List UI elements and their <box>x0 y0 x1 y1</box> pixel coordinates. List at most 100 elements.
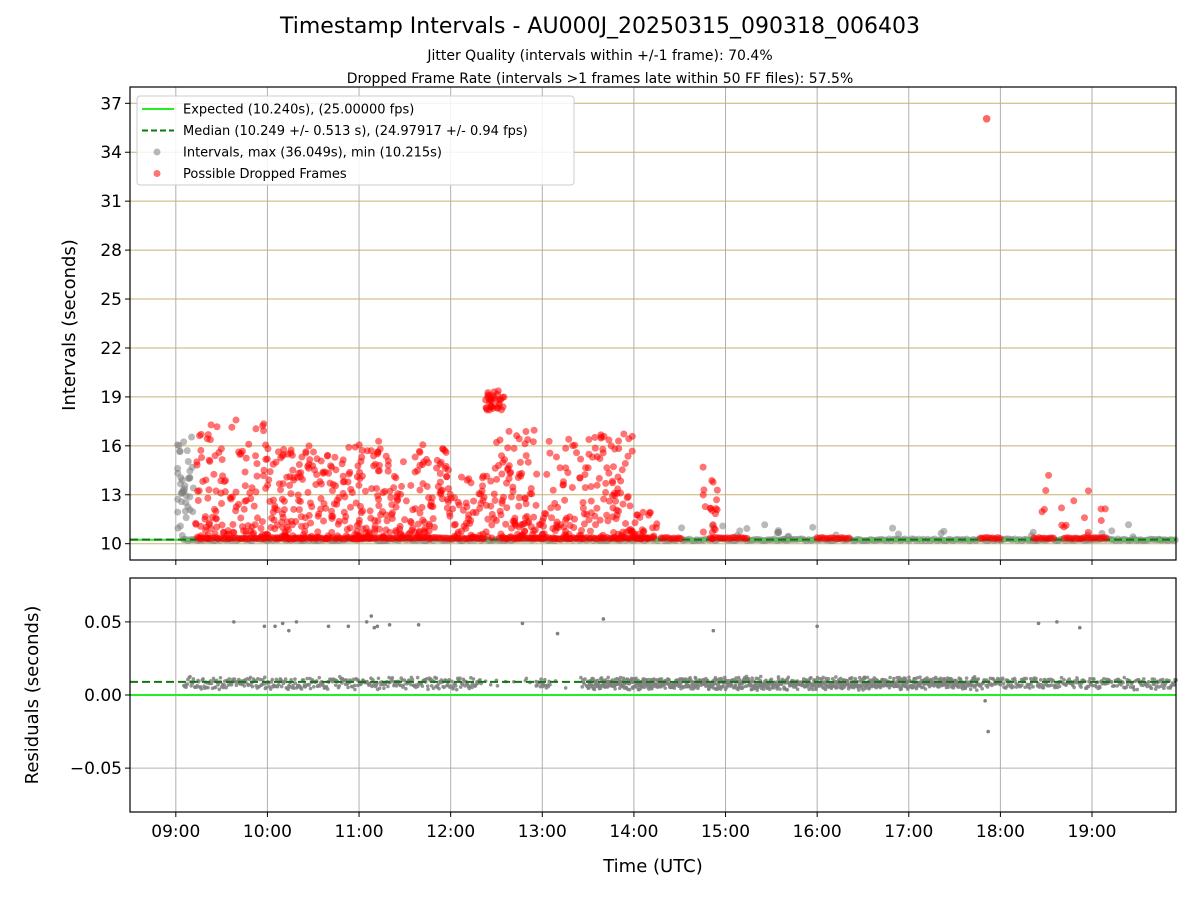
dropped-frame-point <box>503 504 511 512</box>
legend-box <box>136 95 575 186</box>
residual-point <box>184 685 188 689</box>
residual-point <box>346 685 350 690</box>
residual-point <box>318 684 322 688</box>
dropped-frame-point <box>490 490 498 498</box>
dropped-frame-point <box>482 528 490 536</box>
dropped-frame-point <box>636 513 644 521</box>
residual-point <box>248 675 253 680</box>
residual-point <box>721 684 726 689</box>
dropped-frame-point <box>329 481 337 489</box>
residual-point <box>563 686 568 690</box>
residual-point <box>1011 685 1016 689</box>
dropped-frame-point <box>552 453 560 461</box>
dropped-frame-point <box>521 527 529 535</box>
residual-point <box>696 684 701 689</box>
interval-point <box>178 476 186 484</box>
dropped-frame-point <box>345 443 353 451</box>
dropped-frame-point <box>493 438 501 446</box>
interval-point <box>889 524 897 532</box>
dropped-frame-point <box>437 458 445 466</box>
residual-point <box>293 677 297 681</box>
dropped-frame-point <box>515 502 523 510</box>
dropped-frame-point <box>444 485 452 493</box>
figure-title: Timestamp Intervals - AU000J_20250315_09… <box>279 14 920 39</box>
residual-point <box>524 676 529 681</box>
residual-point <box>195 683 200 688</box>
residual-point <box>1152 677 1157 682</box>
residual-point <box>814 687 818 692</box>
interval-point <box>182 514 190 522</box>
dropped-frame-point <box>619 500 627 508</box>
residual-point <box>425 684 430 688</box>
dropped-frame-point <box>235 500 243 508</box>
interval-point <box>174 508 182 516</box>
residual-point <box>1153 687 1158 691</box>
interval-point <box>180 438 188 446</box>
residual-point <box>201 677 205 681</box>
dropped-frame-point <box>205 486 213 494</box>
dropped-frame-point <box>257 524 265 532</box>
dropped-frame-point <box>383 517 391 525</box>
dropped-frame-point <box>507 493 515 501</box>
residual-outlier-point <box>983 699 987 703</box>
dropped-frame-point <box>260 472 268 480</box>
dropped-frame-point <box>443 504 451 512</box>
residual-point <box>437 686 441 691</box>
dropped-frame-point <box>462 524 470 532</box>
dropped-frame-point <box>286 481 294 489</box>
residual-point <box>776 677 781 682</box>
residual-outlier-point <box>986 729 990 734</box>
intervals-ytick-label: 37 <box>100 94 122 114</box>
legend-swatch-dot <box>153 148 161 156</box>
dropped-frame-point <box>568 484 576 492</box>
dropped-frame-point <box>596 516 604 524</box>
residual-point <box>1124 685 1129 689</box>
dropped-frame-point <box>1097 516 1105 524</box>
dropped-frame-point <box>502 520 510 528</box>
dropped-frame-point <box>259 422 267 430</box>
dropped-frame-point <box>556 464 564 472</box>
dropped-frame-point <box>375 467 383 475</box>
residual-point <box>974 688 979 692</box>
dropped-frame-point <box>743 534 751 542</box>
dropped-frame-point <box>581 471 589 479</box>
residual-point <box>274 677 279 682</box>
residual-point <box>292 686 296 690</box>
dropped-frame-point <box>278 495 286 503</box>
dropped-frame-point <box>339 472 347 480</box>
interval-point <box>184 458 192 466</box>
intervals-y-axis-label: Intervals (seconds) <box>59 239 80 411</box>
dropped-frame-point <box>522 452 530 460</box>
residual-point <box>1057 684 1062 689</box>
dropped-frame-point <box>279 513 287 521</box>
residual-point <box>1149 686 1154 691</box>
interval-point <box>177 490 185 498</box>
dropped-frame-point <box>613 511 621 519</box>
residual-point <box>209 681 214 686</box>
residual-point <box>325 687 330 691</box>
dropped-frame-point <box>232 507 240 515</box>
dropped-frame-point <box>245 440 253 448</box>
dropped-frame-point <box>699 491 707 499</box>
residual-point <box>899 687 904 691</box>
dropped-frame-point <box>368 485 376 493</box>
dropped-frame-point <box>371 525 379 533</box>
dropped-frame-point <box>597 431 605 439</box>
dropped-frame-point <box>313 455 321 463</box>
dropped-frame-point <box>215 448 223 456</box>
residual-point <box>618 675 623 680</box>
dropped-frame-point <box>532 501 540 509</box>
legend-entry: Median (10.249 +/- 0.513 s), (24.97917 +… <box>183 124 528 139</box>
dropped-frame-point <box>367 447 375 455</box>
dropped-frame-point <box>355 481 363 489</box>
residual-point <box>286 687 290 692</box>
dropped-frame-point <box>418 503 426 511</box>
interval-point <box>1125 521 1133 529</box>
dropped-frame-point <box>620 430 628 438</box>
dropped-frame-point <box>571 441 579 449</box>
legend-entry: Expected (10.240s), (25.00000 fps) <box>183 103 414 118</box>
dropped-frame-point <box>347 485 355 493</box>
dropped-frame-point <box>271 504 279 512</box>
dropped-frame-point <box>1045 471 1053 479</box>
